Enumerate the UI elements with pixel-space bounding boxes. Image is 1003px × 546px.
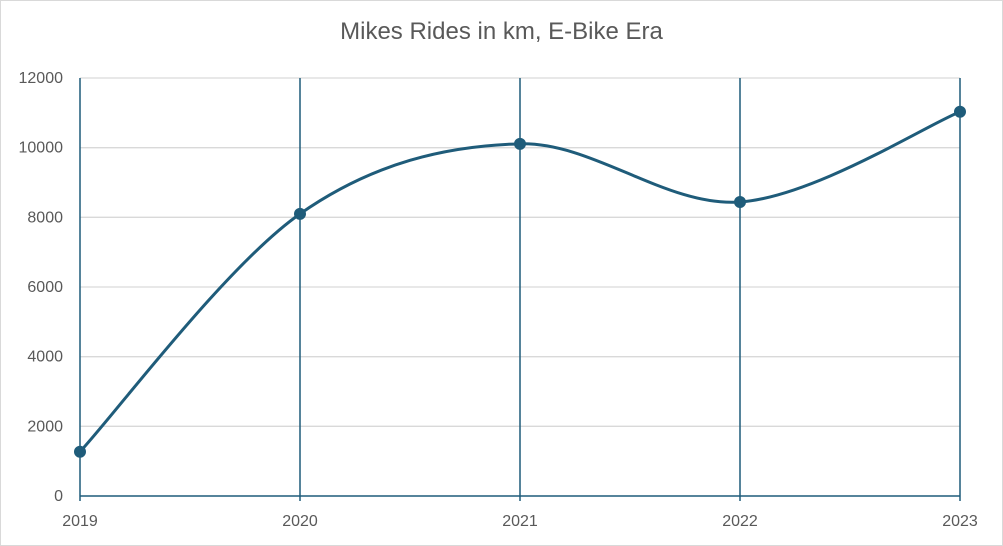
y-tick-label: 6000 [27, 279, 63, 296]
chart-title: Mikes Rides in km, E-Bike Era [340, 18, 663, 45]
series-line [78, 110, 962, 454]
x-tick-label: 2021 [502, 513, 538, 530]
data-point-2023 [954, 105, 966, 118]
x-tick-label: 2020 [282, 513, 318, 530]
data-point-2021 [514, 137, 526, 150]
x-tick-label: 2023 [942, 513, 978, 530]
y-tick-label: 12000 [19, 70, 64, 87]
data-point-2019 [74, 445, 86, 458]
y-tick-label: 2000 [27, 418, 63, 435]
data-point-2022 [734, 196, 746, 209]
y-tick-label: 10000 [19, 140, 64, 157]
y-tick-label: 8000 [27, 209, 63, 226]
x-tick-label: 2022 [722, 513, 758, 530]
y-tick-label: 4000 [27, 349, 63, 366]
x-tick-label: 2019 [62, 513, 98, 530]
tick-labels: 0 2000 4000 6000 8000 10000 12000 2019 2020 2021 2… [19, 70, 978, 530]
data-point-2020 [294, 207, 306, 220]
series-group [74, 105, 966, 458]
y-tick-label: 0 [54, 488, 63, 505]
